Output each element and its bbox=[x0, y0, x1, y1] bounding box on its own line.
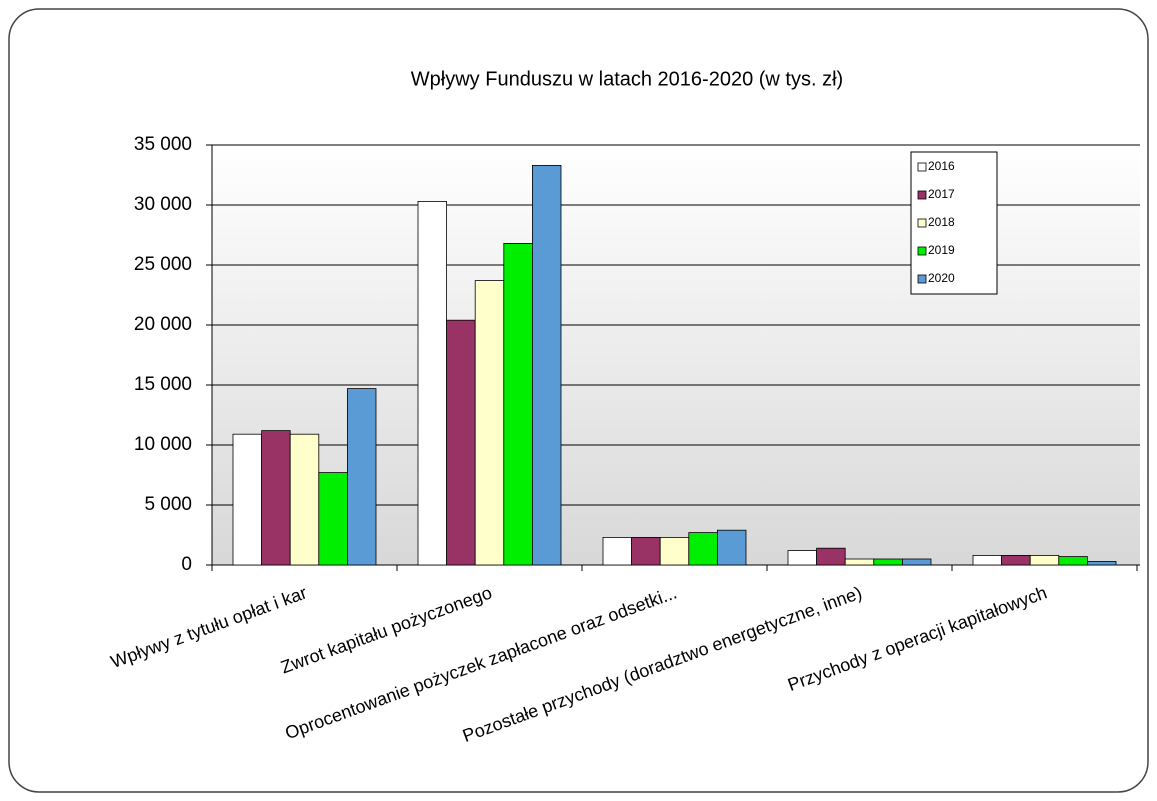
bar bbox=[289, 433, 320, 566]
bar bbox=[602, 537, 633, 566]
bar bbox=[816, 547, 846, 566]
legend-swatch bbox=[917, 274, 927, 284]
y-tick-label: 10 000 bbox=[134, 434, 192, 455]
y-tick-label: 30 000 bbox=[134, 194, 192, 215]
legend-swatch bbox=[917, 190, 927, 200]
legend-label: 2018 bbox=[928, 215, 955, 229]
y-tick-label: 25 000 bbox=[134, 254, 192, 275]
bar bbox=[659, 537, 690, 566]
bar bbox=[787, 550, 818, 566]
bar bbox=[446, 319, 476, 566]
bar bbox=[261, 430, 291, 566]
bar bbox=[503, 242, 533, 566]
legend-label: 2019 bbox=[928, 243, 955, 257]
bar bbox=[1029, 555, 1060, 566]
legend-label: 2020 bbox=[928, 271, 955, 285]
legend-swatch bbox=[917, 246, 927, 256]
y-tick-label: 35 000 bbox=[134, 134, 192, 155]
bar bbox=[717, 529, 747, 566]
bar bbox=[873, 558, 903, 566]
legend-swatch bbox=[917, 162, 927, 172]
legend-swatch bbox=[917, 218, 927, 228]
y-tick-label: 20 000 bbox=[134, 314, 192, 335]
bar bbox=[474, 280, 505, 566]
legend-label: 2017 bbox=[928, 187, 955, 201]
legend-label: 2016 bbox=[928, 159, 955, 173]
bar bbox=[1058, 556, 1088, 566]
y-tick-label: 0 bbox=[181, 554, 192, 575]
y-tick-label: 5 000 bbox=[144, 494, 192, 515]
bar bbox=[1087, 561, 1117, 566]
bar bbox=[532, 164, 562, 566]
bar bbox=[902, 558, 932, 566]
bar bbox=[1001, 555, 1031, 566]
bar bbox=[688, 532, 718, 566]
bar bbox=[318, 472, 348, 566]
bar bbox=[631, 537, 661, 566]
chart-title: Wpływy Funduszu w latach 2016-2020 (w ty… bbox=[411, 68, 843, 90]
y-tick-label: 15 000 bbox=[134, 374, 192, 395]
bar bbox=[417, 200, 448, 566]
bar bbox=[232, 433, 263, 566]
bar bbox=[844, 558, 875, 566]
bar bbox=[346, 388, 377, 566]
bar bbox=[972, 555, 1003, 566]
